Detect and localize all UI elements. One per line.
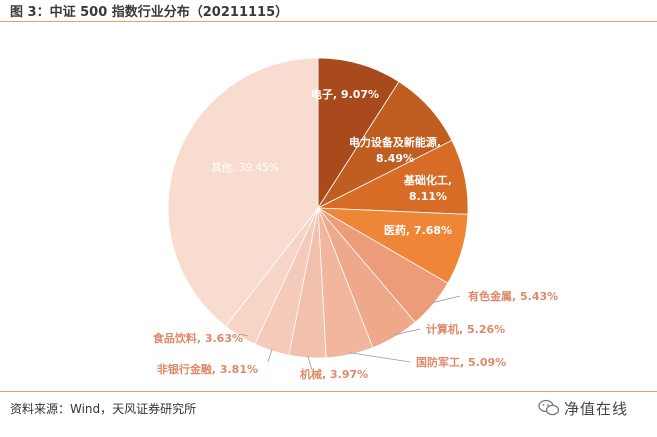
leader-line-6 (349, 352, 411, 363)
data-label-1-value: 8.49% (376, 152, 414, 165)
leader-line-9 (240, 333, 249, 337)
data-label-7: 机械, 3.97% (300, 367, 368, 381)
watermark-text: 净值在线 (564, 399, 629, 418)
leader-line-5 (393, 328, 421, 336)
chart-header: 图 3：中证 500 指数行业分布（20211115） (0, 0, 657, 22)
data-label-3: 医药, 7.68% (384, 223, 452, 237)
source-note: 资料来源：Wind，天风证券研究所 (10, 402, 197, 416)
wechat-icon (538, 399, 560, 416)
watermark: 净值在线 (538, 396, 628, 420)
data-label-2-name: 基础化工, (403, 173, 452, 187)
data-label-5: 计算机, 5.26% (426, 322, 505, 336)
data-label-9: 食品饮料, 3.63% (153, 331, 243, 345)
figure-title: 图 3：中证 500 指数行业分布（20211115） (10, 5, 289, 20)
data-label-10: 其他, 39.45% (211, 161, 279, 174)
leader-line-8 (267, 348, 273, 363)
data-label-2-value: 8.11% (409, 190, 447, 203)
top-rule (0, 21, 657, 22)
data-label-4: 有色金属, 5.43% (468, 289, 558, 303)
data-label-1-name: 电力设备及新能源, (349, 135, 441, 149)
data-label-6: 国防军工, 5.09% (416, 355, 506, 369)
bottom-rule (0, 391, 657, 392)
chart-area: 电子, 9.07% 电力设备及新能源, 8.49% 基础化工, 8.11% 医药, 7.6… (0, 22, 657, 392)
leader-line-7 (307, 355, 313, 371)
pie-chart: 电子, 9.07% 电力设备及新能源, 8.49% 基础化工, 8.11% 医药, 7.6… (153, 57, 558, 381)
leader-line-4 (431, 295, 461, 304)
pie-slice-10 (167, 57, 319, 327)
data-label-0: 电子, 9.07% (311, 87, 379, 101)
pie-slice-0 (317, 57, 400, 210)
data-label-8: 非银行金融, 3.81% (157, 362, 258, 376)
